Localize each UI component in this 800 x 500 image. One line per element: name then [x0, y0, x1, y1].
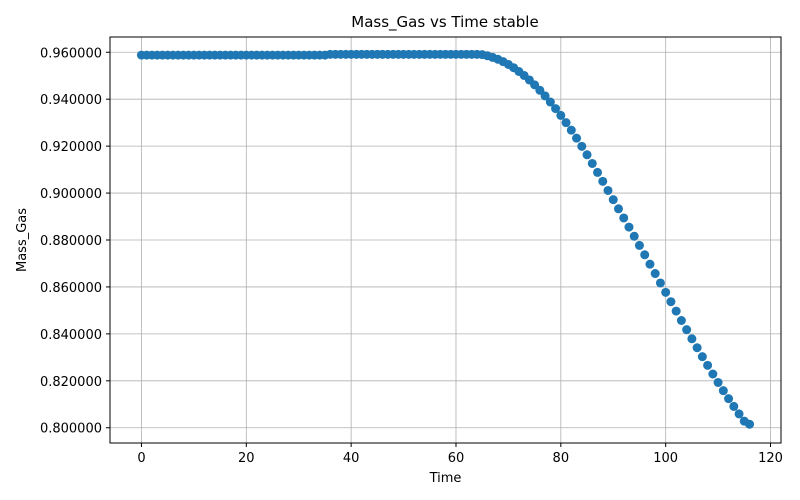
data-point — [545, 97, 555, 107]
data-point — [572, 133, 582, 143]
data-point — [692, 343, 702, 353]
data-point — [540, 91, 550, 101]
data-point — [624, 222, 634, 232]
data-point — [734, 409, 744, 419]
data-point — [577, 141, 587, 151]
x-axis-label: Time — [429, 471, 462, 486]
data-point — [640, 250, 650, 260]
data-series — [136, 49, 755, 429]
data-point — [608, 195, 618, 205]
data-point — [629, 231, 639, 241]
y-tick-label: 0.960000 — [40, 46, 102, 61]
data-point — [655, 278, 665, 288]
y-tick-label: 0.860000 — [40, 281, 102, 296]
x-tick-label: 80 — [553, 451, 570, 466]
data-point — [724, 394, 734, 404]
x-tick-label: 20 — [238, 451, 255, 466]
data-point — [582, 150, 592, 160]
data-point — [676, 315, 686, 325]
data-point — [598, 176, 608, 186]
data-point — [561, 118, 571, 128]
data-point — [619, 213, 629, 223]
y-tick-label: 0.920000 — [40, 140, 102, 155]
data-point — [713, 377, 723, 387]
y-axis-label: Mass_Gas — [15, 208, 30, 272]
axis-ticks: 0 20 40 60 80 100 120 0.800000 0.820000 0.840000 0… — [40, 46, 783, 466]
y-tick-label: 0.820000 — [40, 375, 102, 390]
grid-lines — [110, 37, 781, 443]
data-point — [645, 259, 655, 269]
y-tick-label: 0.940000 — [40, 93, 102, 108]
data-point — [671, 306, 681, 316]
data-point — [682, 325, 692, 335]
x-tick-label: 100 — [653, 451, 678, 466]
data-point — [708, 369, 718, 379]
data-point — [745, 419, 755, 429]
data-point — [661, 287, 671, 297]
y-tick-label: 0.800000 — [40, 422, 102, 437]
data-point — [535, 85, 545, 95]
data-point — [687, 334, 697, 344]
data-point — [587, 158, 597, 168]
data-point — [650, 269, 660, 279]
x-tick-label: 60 — [448, 451, 465, 466]
data-point — [729, 401, 739, 411]
data-point — [634, 240, 644, 250]
data-point — [703, 360, 713, 370]
x-tick-label: 0 — [137, 451, 145, 466]
y-tick-label: 0.900000 — [40, 187, 102, 202]
data-point — [697, 352, 707, 362]
data-point — [593, 167, 603, 177]
data-point — [551, 104, 561, 114]
data-point — [556, 110, 566, 120]
data-point — [666, 297, 676, 307]
data-point — [613, 204, 623, 214]
data-point — [566, 125, 576, 135]
chart-title: Mass_Gas vs Time stable — [351, 13, 538, 32]
y-tick-label: 0.840000 — [40, 328, 102, 343]
data-point — [603, 185, 613, 195]
x-tick-label: 120 — [758, 451, 783, 466]
x-tick-label: 40 — [343, 451, 360, 466]
data-point — [718, 386, 728, 396]
y-tick-label: 0.880000 — [40, 234, 102, 249]
